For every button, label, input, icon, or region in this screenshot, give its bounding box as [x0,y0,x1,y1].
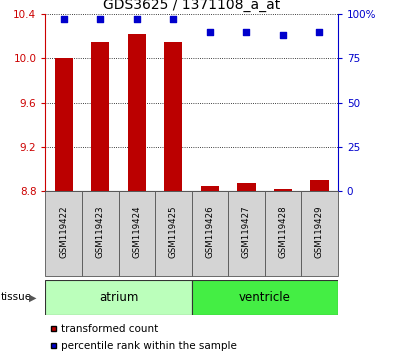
FancyBboxPatch shape [45,280,192,315]
Point [134,17,140,22]
FancyBboxPatch shape [192,191,228,276]
Title: GDS3625 / 1371108_a_at: GDS3625 / 1371108_a_at [103,0,280,12]
Text: GSM119427: GSM119427 [242,206,251,258]
Point [60,17,67,22]
Bar [237,183,256,191]
Text: GSM119426: GSM119426 [205,206,214,258]
Bar [55,58,73,191]
FancyBboxPatch shape [45,191,82,276]
Bar [201,185,219,191]
FancyBboxPatch shape [155,191,192,276]
Bar [91,42,109,191]
Text: GSM119429: GSM119429 [315,206,324,258]
Point [170,17,177,22]
Text: GSM119422: GSM119422 [59,206,68,258]
FancyBboxPatch shape [192,280,338,315]
FancyBboxPatch shape [228,191,265,276]
Point [243,29,250,35]
Point [97,17,103,22]
Text: transformed count: transformed count [61,324,158,334]
Text: GSM119423: GSM119423 [96,206,105,258]
Bar [310,180,329,191]
Text: GSM119424: GSM119424 [132,206,141,258]
Text: atrium: atrium [99,291,138,304]
Text: GSM119425: GSM119425 [169,206,178,258]
FancyBboxPatch shape [82,191,118,276]
Bar [164,42,182,191]
Text: ▶: ▶ [29,292,36,302]
Bar [274,189,292,191]
FancyBboxPatch shape [301,191,338,276]
FancyBboxPatch shape [265,191,301,276]
Text: ventricle: ventricle [239,291,291,304]
Point [316,29,323,35]
Text: percentile rank within the sample: percentile rank within the sample [61,341,237,350]
Bar [128,34,146,191]
Text: tissue: tissue [1,292,32,302]
FancyBboxPatch shape [118,191,155,276]
Point [207,29,213,35]
Point [280,33,286,38]
Text: GSM119428: GSM119428 [278,206,288,258]
